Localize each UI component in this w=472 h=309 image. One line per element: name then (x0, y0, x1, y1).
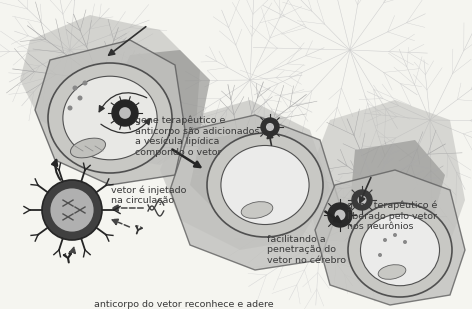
Polygon shape (170, 115, 340, 270)
Polygon shape (20, 15, 200, 165)
Polygon shape (115, 50, 210, 145)
Polygon shape (190, 130, 290, 215)
Polygon shape (350, 140, 445, 235)
Ellipse shape (70, 138, 106, 158)
Circle shape (328, 203, 352, 227)
Polygon shape (305, 100, 465, 280)
Ellipse shape (48, 63, 172, 173)
Text: gene terapêutico e
anticorpo são adicionados
a vesícula lipídica
compondo o veto: gene terapêutico e anticorpo são adicion… (135, 116, 259, 157)
Ellipse shape (207, 133, 323, 237)
Circle shape (42, 180, 102, 240)
Text: anticorpo do vetor reconhece e adere
à parede do vaso sanguíneo cerebral: anticorpo do vetor reconhece e adere à p… (94, 300, 274, 309)
Circle shape (51, 188, 93, 232)
Text: facilitando a
penetração do
vetor no cérebro: facilitando a penetração do vetor no cér… (267, 235, 346, 265)
Circle shape (352, 190, 372, 210)
Circle shape (335, 210, 346, 220)
Ellipse shape (361, 214, 439, 286)
Circle shape (77, 95, 83, 100)
Circle shape (378, 253, 382, 257)
Text: gene terapêutico é
liberado pelo vetor
nos neurônios: gene terapêutico é liberado pelo vetor n… (347, 201, 437, 231)
Circle shape (73, 86, 77, 91)
Circle shape (393, 233, 397, 237)
Polygon shape (160, 100, 330, 250)
Circle shape (403, 240, 407, 244)
Ellipse shape (348, 203, 452, 297)
Circle shape (266, 123, 274, 131)
Ellipse shape (241, 202, 273, 218)
Circle shape (383, 238, 387, 242)
Circle shape (357, 196, 366, 205)
Circle shape (83, 81, 87, 86)
Polygon shape (315, 170, 465, 305)
Circle shape (119, 107, 131, 119)
Circle shape (112, 100, 138, 126)
Polygon shape (35, 40, 185, 185)
Ellipse shape (63, 76, 157, 160)
Text: vetor é injetado
na circulação: vetor é injetado na circulação (111, 185, 186, 205)
Ellipse shape (378, 265, 406, 279)
Ellipse shape (221, 146, 309, 225)
Circle shape (261, 118, 279, 136)
Circle shape (67, 105, 73, 111)
